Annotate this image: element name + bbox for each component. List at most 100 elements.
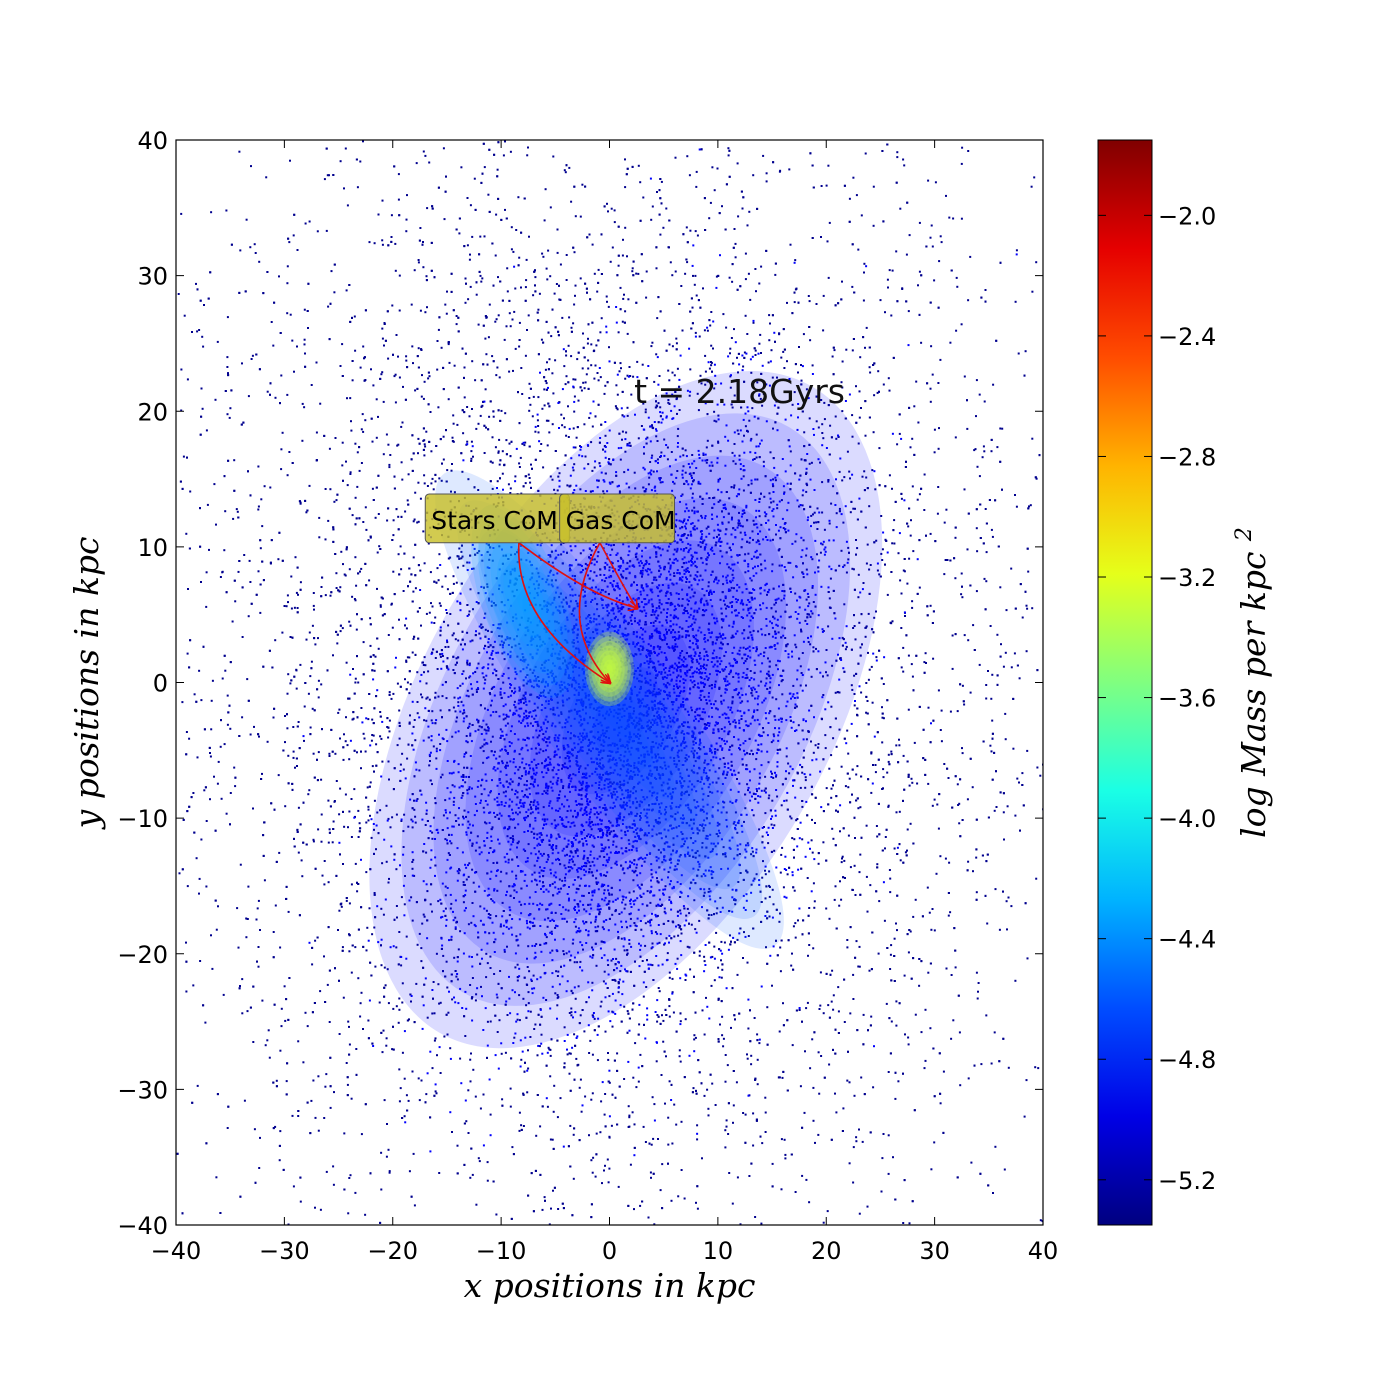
particle [752, 1112, 755, 1115]
particle [595, 883, 598, 885]
particle [706, 329, 709, 332]
particle [263, 485, 266, 488]
particle [868, 366, 871, 369]
particle [406, 194, 408, 197]
particle [350, 971, 353, 974]
particle [659, 821, 661, 824]
particle [639, 838, 642, 841]
particle [399, 545, 402, 548]
particle [813, 511, 816, 514]
particle [349, 473, 352, 475]
particle [1023, 1115, 1026, 1118]
particle [472, 1068, 475, 1071]
particle [402, 590, 405, 592]
particle [412, 637, 415, 640]
particle [452, 575, 455, 578]
particle [744, 278, 747, 281]
particle [931, 245, 934, 248]
particle [662, 1019, 665, 1022]
particle [524, 482, 527, 485]
particle [444, 894, 447, 897]
particle [847, 834, 850, 837]
particle [417, 1077, 420, 1080]
particle [211, 967, 214, 970]
particle [764, 634, 767, 637]
particle [535, 792, 538, 795]
particle [341, 946, 344, 949]
particle [537, 572, 540, 575]
particle [566, 1053, 569, 1056]
particle [722, 313, 725, 316]
particle [499, 643, 502, 646]
particle [853, 693, 856, 695]
particle [471, 902, 474, 904]
particle [327, 519, 330, 522]
particle [849, 866, 852, 869]
particle [513, 897, 515, 899]
particle [521, 775, 524, 777]
particle [424, 445, 427, 448]
particle [472, 455, 474, 458]
particle [657, 402, 660, 405]
particle [536, 1054, 539, 1057]
particle [993, 1031, 996, 1034]
particle [643, 808, 646, 811]
particle [650, 1176, 652, 1179]
particle [967, 639, 970, 642]
particle [626, 332, 629, 335]
particle [741, 657, 744, 660]
particle [743, 931, 745, 934]
particle [807, 295, 810, 297]
particle [838, 470, 841, 473]
particle [403, 813, 406, 816]
particle [368, 579, 371, 582]
particle [436, 368, 439, 371]
particle [858, 1128, 860, 1131]
particle [581, 688, 584, 691]
particle [519, 456, 522, 459]
particle [715, 420, 718, 423]
particle [857, 573, 860, 576]
particle [872, 431, 875, 434]
particle [296, 607, 299, 609]
particle [887, 804, 890, 807]
particle [608, 639, 611, 642]
particle [863, 470, 866, 473]
particle [436, 340, 439, 342]
particle [1027, 570, 1030, 573]
particle [461, 712, 464, 715]
particle [695, 170, 698, 173]
particle [489, 693, 492, 696]
particle [863, 262, 866, 265]
particle [767, 842, 770, 845]
particle [555, 620, 558, 623]
particle [469, 1058, 472, 1061]
particle [855, 539, 857, 541]
particle [436, 567, 439, 570]
particle [436, 668, 439, 670]
particle [628, 764, 631, 767]
particle [693, 683, 696, 686]
particle [587, 367, 590, 370]
particle [461, 470, 464, 473]
particle [464, 1035, 467, 1037]
particle [610, 959, 613, 962]
particle [286, 474, 289, 477]
particle [397, 198, 400, 201]
particle [343, 825, 346, 828]
particle [238, 150, 241, 153]
particle [772, 538, 774, 541]
particle [782, 350, 785, 353]
particle [616, 1052, 619, 1055]
particle [522, 1092, 525, 1095]
particle [678, 409, 681, 411]
particle [673, 649, 675, 652]
particle [467, 478, 470, 481]
particle [535, 943, 538, 946]
particle [350, 836, 353, 838]
particle [243, 1099, 246, 1102]
particle [381, 199, 384, 202]
particle [758, 282, 761, 285]
particle [658, 590, 661, 593]
particle [860, 691, 863, 694]
